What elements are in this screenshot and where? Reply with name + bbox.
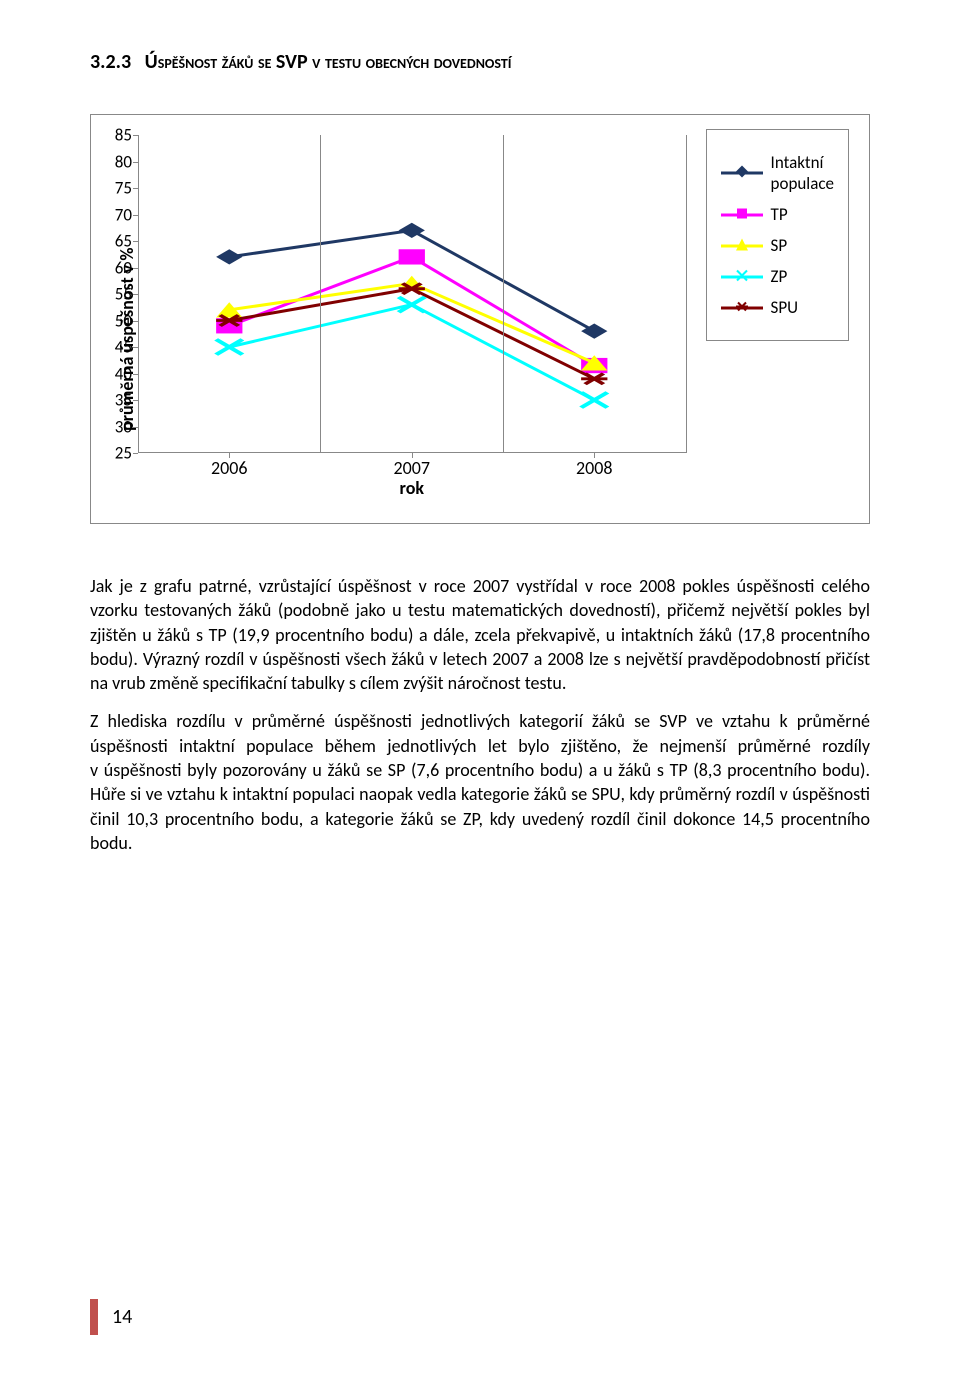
page-number: 14 <box>112 1305 132 1329</box>
page-accent <box>90 1299 98 1335</box>
legend-item: SPU <box>721 297 834 318</box>
y-tick-mark <box>133 321 138 322</box>
legend-label: SP <box>771 235 788 256</box>
gridline <box>503 135 504 453</box>
plot-area: 25303540455055606570758085 <box>138 135 686 453</box>
y-tick-mark <box>133 162 138 163</box>
y-tick-mark <box>133 374 138 375</box>
series-marker <box>216 339 242 354</box>
y-tick-mark <box>133 188 138 189</box>
legend-swatch <box>721 300 763 316</box>
y-tick-label: 75 <box>92 178 132 199</box>
x-tick-label: 2008 <box>576 457 613 479</box>
series-marker <box>399 249 425 264</box>
legend-item: ZP <box>721 266 834 287</box>
page-number-bar: 14 <box>90 1299 132 1335</box>
y-tick-label: 35 <box>92 390 132 411</box>
y-tick-label: 60 <box>92 257 132 278</box>
y-tick-mark <box>133 135 138 136</box>
legend-item: TP <box>721 204 834 225</box>
y-tick-mark <box>133 427 138 428</box>
x-axis: 2008 2007 2006 rok <box>138 453 686 503</box>
y-tick-label: 45 <box>92 337 132 358</box>
legend: Intaktní populace TP SP ZP SPU <box>706 129 849 341</box>
y-tick-mark <box>133 294 138 295</box>
legend-swatch <box>721 207 763 223</box>
legend-swatch <box>721 165 763 181</box>
legend-label: Intaktní populace <box>771 152 834 194</box>
section-heading: 3.2.3 Úspěšnost žáků se SVP v testu obec… <box>90 50 870 74</box>
chart-svg <box>138 135 686 453</box>
legend-label: TP <box>771 204 788 225</box>
y-tick-label: 25 <box>92 443 132 464</box>
y-tick-mark <box>133 347 138 348</box>
series-marker <box>216 249 242 264</box>
y-tick-label: 70 <box>92 204 132 225</box>
series-marker <box>399 297 425 312</box>
gridline <box>320 135 321 453</box>
legend-swatch <box>721 238 763 254</box>
paragraph-1: Jak je z grafu patrné, vzrůstající úspěš… <box>90 574 870 695</box>
section-title-text: Úspěšnost žáků se SVP v testu obecných d… <box>145 50 512 74</box>
y-tick-mark <box>133 268 138 269</box>
x-tick-label: 2006 <box>211 457 248 479</box>
legend-swatch <box>721 269 763 285</box>
series-marker <box>581 392 607 407</box>
y-axis: 25303540455055606570758085 <box>92 135 132 453</box>
x-tick-label: 2007 <box>394 457 431 479</box>
y-tick-label: 30 <box>92 416 132 437</box>
gridline <box>686 135 687 453</box>
y-tick-mark <box>133 215 138 216</box>
chart-container: průměrná úspěšnost v % 25303540455055606… <box>90 114 870 524</box>
y-tick-mark <box>133 400 138 401</box>
body-text: Jak je z grafu patrné, vzrůstající úspěš… <box>90 574 870 855</box>
y-tick-label: 55 <box>92 284 132 305</box>
legend-label: SPU <box>771 297 799 318</box>
x-axis-label: rok <box>138 477 686 499</box>
y-tick-label: 50 <box>92 310 132 331</box>
legend-label: ZP <box>771 266 788 287</box>
y-tick-mark <box>133 241 138 242</box>
legend-item: SP <box>721 235 834 256</box>
section-number: 3.2.3 <box>90 50 131 74</box>
legend-item: Intaktní populace <box>721 152 834 194</box>
series-marker <box>581 373 607 384</box>
y-tick-label: 85 <box>92 125 132 146</box>
y-tick-label: 40 <box>92 363 132 384</box>
y-tick-label: 65 <box>92 231 132 252</box>
y-tick-label: 80 <box>92 151 132 172</box>
paragraph-2: Z hlediska rozdílu v průměrné úspěšnosti… <box>90 709 870 855</box>
